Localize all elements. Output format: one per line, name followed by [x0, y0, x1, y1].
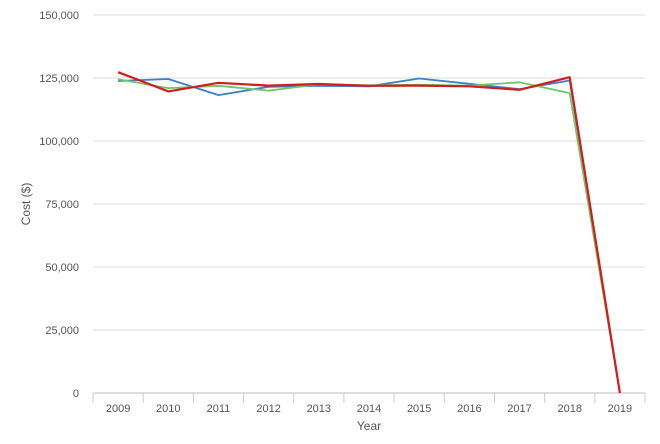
x-axis-title: Year	[357, 419, 381, 433]
series-line-3	[117, 71, 621, 394]
y-tick-label: 50,000	[45, 262, 79, 274]
x-tick-label: 2017	[507, 403, 531, 415]
x-tick-label: 2010	[156, 403, 180, 415]
x-tick-label: 2015	[407, 403, 431, 415]
y-tick-label: 0	[73, 388, 79, 400]
series-line-1	[118, 77, 621, 394]
x-tick-label: 2011	[207, 403, 231, 415]
y-tick-label: 150,000	[39, 10, 79, 22]
y-tick-label: 75,000	[45, 199, 79, 211]
x-tick-label: 2019	[608, 403, 632, 415]
tick-labels: 0 25,000 50,000 75,000 100,000 125,000 150,000…	[39, 10, 632, 415]
y-tick-label: 125,000	[39, 73, 79, 85]
x-tick-label: 2018	[557, 403, 581, 415]
y-tick-label: 25,000	[45, 325, 79, 337]
y-axis-title: Cost ($)	[19, 183, 33, 226]
series-lines	[117, 71, 621, 394]
x-tick-label: 2009	[106, 403, 130, 415]
x-tick-label: 2016	[457, 403, 481, 415]
axes	[92, 392, 646, 403]
series-line-2	[117, 78, 621, 394]
x-tick-label: 2012	[256, 403, 280, 415]
grid-lines	[93, 14, 645, 331]
x-tick-label: 2014	[357, 403, 381, 415]
x-tick-label: 2013	[307, 403, 331, 415]
y-tick-label: 100,000	[39, 136, 79, 148]
